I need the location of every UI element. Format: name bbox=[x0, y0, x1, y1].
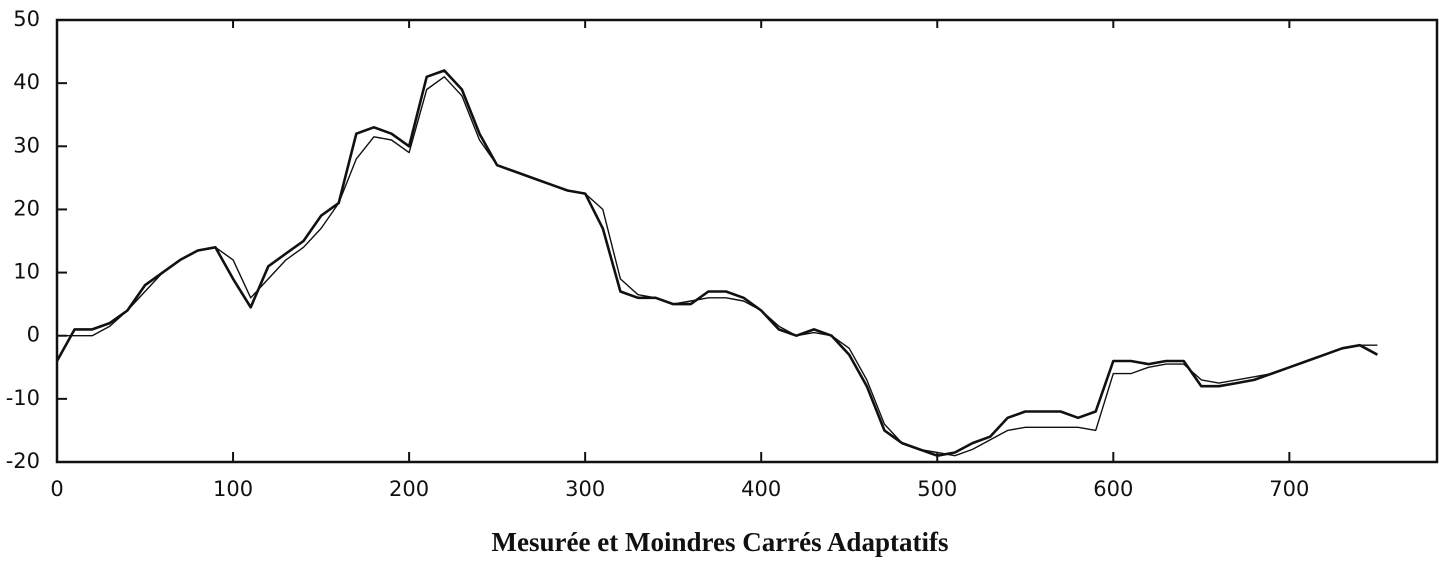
x-tick-label: 700 bbox=[1269, 477, 1309, 501]
series-line bbox=[55, 69, 1379, 457]
y-tick-label: 30 bbox=[13, 133, 40, 157]
y-tick-label: 0 bbox=[27, 323, 40, 347]
x-tick-label: 300 bbox=[565, 477, 605, 501]
y-tick-label: -20 bbox=[6, 449, 40, 473]
y-tick-label: 40 bbox=[13, 70, 40, 94]
chart-title: Mesurée et Moindres Carrés Adaptatifs bbox=[492, 527, 949, 557]
series-line bbox=[57, 76, 1378, 457]
x-tick-label: 500 bbox=[917, 477, 957, 501]
x-tick-label: 0 bbox=[50, 477, 63, 501]
plot-frame bbox=[55, 18, 1439, 464]
x-tick-label: 400 bbox=[741, 477, 781, 501]
x-tick-label: 200 bbox=[389, 477, 429, 501]
y-tick-label: 50 bbox=[13, 7, 40, 31]
x-tick-label: 600 bbox=[1093, 477, 1133, 501]
y-tick-label: 10 bbox=[13, 260, 40, 284]
y-tick-label: -10 bbox=[6, 386, 40, 410]
y-tick-label: 20 bbox=[13, 196, 40, 220]
x-tick-label: 100 bbox=[213, 477, 253, 501]
